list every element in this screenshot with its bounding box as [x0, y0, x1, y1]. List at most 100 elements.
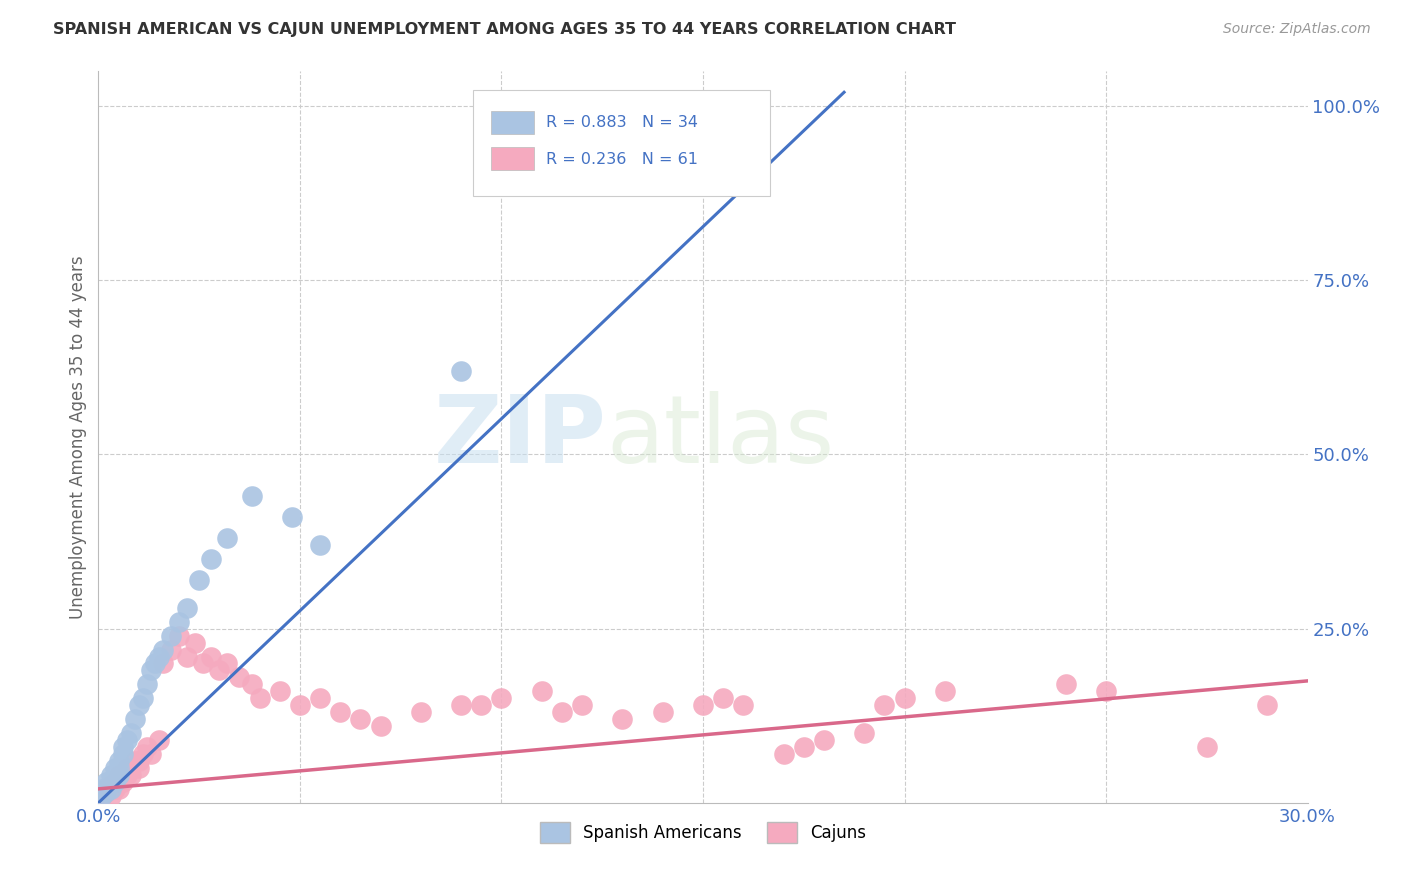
Point [853, 726, 876, 740]
Point [176, 600, 198, 615]
Point [120, 768, 142, 782]
Point [450, 364, 472, 378]
Legend: Spanish Americans, Cajuns: Spanish Americans, Cajuns [533, 815, 873, 849]
Point [96, 781, 118, 796]
Text: SPANISH AMERICAN VS CAJUN UNEMPLOYMENT AMONG AGES 35 TO 44 YEARS CORRELATION CHA: SPANISH AMERICAN VS CAJUN UNEMPLOYMENT A… [53, 22, 956, 37]
Point [91, 789, 114, 803]
Point [188, 573, 211, 587]
Point [934, 684, 956, 698]
Point [103, 775, 125, 789]
Point [96, 775, 118, 789]
Point [217, 531, 239, 545]
Point [893, 691, 915, 706]
Point [128, 698, 150, 713]
Point [733, 698, 755, 713]
Point [409, 705, 432, 719]
Point [329, 705, 352, 719]
Point [193, 657, 215, 671]
Point [120, 726, 142, 740]
Point [249, 691, 271, 706]
Point [176, 649, 198, 664]
Text: Source: ZipAtlas.com: Source: ZipAtlas.com [1223, 22, 1371, 37]
Point [1195, 740, 1218, 755]
Point [530, 684, 553, 698]
Point [873, 698, 896, 713]
Point [309, 691, 332, 706]
Point [107, 768, 129, 782]
Point [107, 761, 129, 775]
Point [370, 719, 392, 733]
Point [200, 552, 222, 566]
Point [349, 712, 371, 726]
Point [288, 698, 311, 713]
Text: atlas: atlas [606, 391, 835, 483]
Point [612, 712, 634, 726]
Point [111, 775, 134, 789]
Point [167, 615, 190, 629]
Point [160, 629, 183, 643]
Point [100, 781, 122, 796]
Point [91, 789, 114, 803]
Point [217, 657, 239, 671]
Point [143, 657, 166, 671]
Point [139, 664, 162, 678]
Point [470, 698, 492, 713]
Text: R = 0.236   N = 61: R = 0.236 N = 61 [546, 152, 697, 167]
Text: R = 0.883   N = 34: R = 0.883 N = 34 [546, 115, 697, 130]
Point [107, 781, 129, 796]
Point [135, 677, 157, 691]
Y-axis label: Unemployment Among Ages 35 to 44 years: Unemployment Among Ages 35 to 44 years [69, 255, 87, 619]
Point [107, 754, 129, 768]
Point [813, 733, 835, 747]
Point [152, 642, 174, 657]
Point [491, 691, 513, 706]
Point [124, 754, 146, 768]
Point [240, 489, 263, 503]
Point [132, 691, 155, 706]
Point [793, 740, 815, 755]
Point [100, 768, 122, 782]
Point [91, 781, 114, 796]
Point [651, 705, 673, 719]
Point [711, 691, 734, 706]
Point [269, 684, 291, 698]
Point [124, 712, 146, 726]
Point [148, 733, 170, 747]
Point [103, 781, 125, 796]
Point [450, 698, 472, 713]
Point [100, 789, 122, 803]
Bar [492, 111, 534, 135]
Point [1054, 677, 1077, 691]
FancyBboxPatch shape [474, 90, 769, 195]
Point [208, 664, 231, 678]
Point [733, 99, 755, 113]
Point [132, 747, 155, 761]
Point [103, 761, 125, 775]
Point [167, 629, 190, 643]
Point [772, 747, 794, 761]
Point [1256, 698, 1278, 713]
Point [111, 747, 134, 761]
Point [160, 642, 183, 657]
Point [100, 778, 122, 792]
Point [128, 761, 150, 775]
Point [96, 785, 118, 799]
Text: ZIP: ZIP [433, 391, 606, 483]
Point [115, 768, 138, 782]
Point [128, 754, 150, 768]
Point [103, 775, 125, 789]
Point [281, 510, 304, 524]
Point [309, 538, 332, 552]
Point [96, 785, 118, 799]
Point [551, 705, 574, 719]
Point [139, 747, 162, 761]
Point [184, 635, 207, 649]
Point [1095, 684, 1118, 698]
Point [115, 733, 138, 747]
Point [135, 740, 157, 755]
Point [200, 649, 222, 664]
Point [148, 649, 170, 664]
Point [692, 698, 714, 713]
Point [228, 670, 250, 684]
Point [571, 698, 593, 713]
